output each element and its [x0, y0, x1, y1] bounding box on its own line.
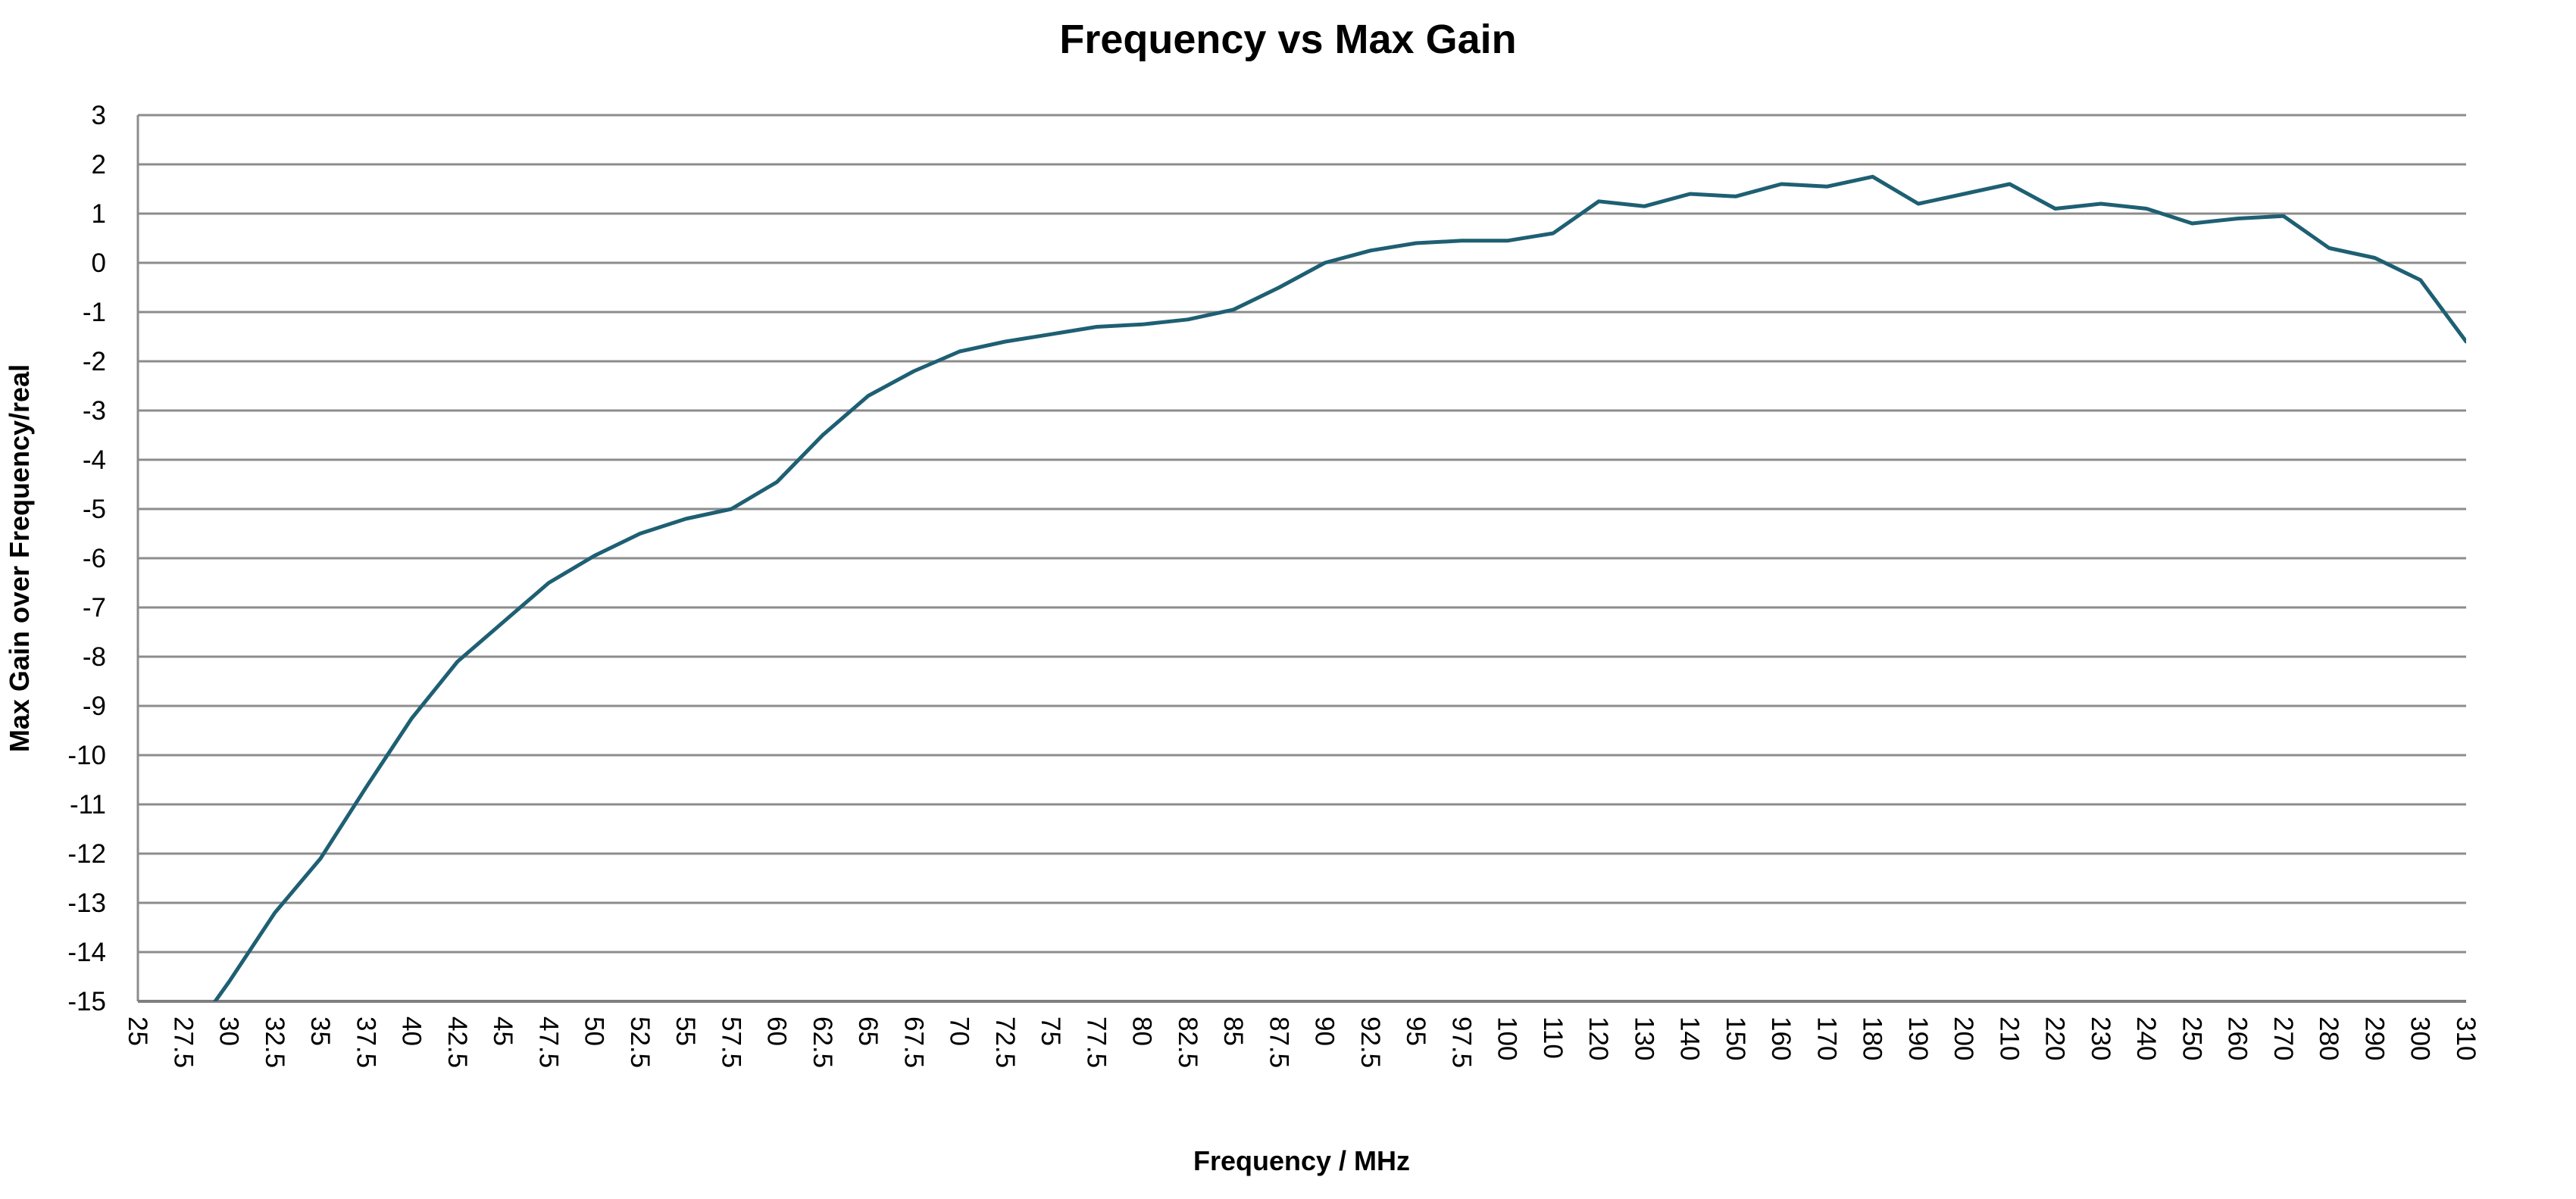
y-tick-label: 2 — [92, 150, 106, 180]
x-tick-label: 220 — [2040, 1016, 2070, 1060]
x-tick-label: 55 — [671, 1016, 700, 1046]
y-tick-label: -9 — [83, 692, 106, 721]
x-tick-label: 40 — [397, 1016, 427, 1046]
x-tick-label: 190 — [1903, 1016, 1933, 1060]
x-tick-label: 50 — [580, 1016, 609, 1046]
x-tick-label: 92.5 — [1355, 1016, 1385, 1068]
x-tick-label: 290 — [2360, 1016, 2390, 1060]
x-tick-label: 75 — [1036, 1016, 1065, 1046]
x-tick-label: 260 — [2223, 1016, 2252, 1060]
y-tick-label: -13 — [67, 888, 106, 918]
x-axis-title: Frequency / MHz — [1193, 1145, 1410, 1176]
y-tick-label: 1 — [92, 199, 106, 229]
x-tick-label: 170 — [1812, 1016, 1841, 1060]
x-tick-label: 35 — [305, 1016, 335, 1046]
x-tick-label: 27.5 — [168, 1016, 198, 1068]
x-tick-label: 95 — [1401, 1016, 1430, 1046]
x-tick-label: 32.5 — [260, 1016, 289, 1068]
y-tick-label: -15 — [67, 987, 106, 1016]
y-tick-label: 0 — [92, 248, 106, 278]
y-axis-title: Max Gain over Frequency/real — [4, 364, 35, 752]
x-tick-label: 25 — [123, 1016, 152, 1046]
data-line-series — [212, 174, 2466, 1001]
x-tick-label: 280 — [2314, 1016, 2343, 1060]
x-tick-label: 250 — [2177, 1016, 2207, 1060]
chart-title: Frequency vs Max Gain — [1059, 17, 1516, 62]
y-tick-label: -10 — [67, 741, 106, 770]
x-tick-label: 140 — [1675, 1016, 1705, 1060]
x-tick-label: 65 — [853, 1016, 883, 1046]
x-tick-label: 200 — [1949, 1016, 1978, 1060]
x-tick-label: 82.5 — [1173, 1016, 1202, 1068]
gridlines — [138, 114, 2466, 1003]
x-tick-label: 30 — [214, 1016, 244, 1046]
x-tick-label: 230 — [2086, 1016, 2115, 1060]
x-tick-label: 160 — [1766, 1016, 1796, 1060]
y-tick-label: -3 — [83, 396, 106, 426]
x-tick-label: 57.5 — [716, 1016, 746, 1068]
x-tick-label: 70 — [945, 1016, 974, 1046]
max-gain-line — [212, 174, 2466, 1001]
x-tick-label: 62.5 — [808, 1016, 837, 1068]
x-tick-label: 210 — [1995, 1016, 2024, 1060]
x-tick-label: 85 — [1218, 1016, 1248, 1046]
axis-lines — [136, 115, 2466, 1003]
x-tick-label: 80 — [1127, 1016, 1157, 1046]
y-tick-label: -14 — [67, 938, 106, 967]
x-tick-label: 52.5 — [625, 1016, 655, 1068]
x-tick-label: 300 — [2406, 1016, 2435, 1060]
y-tick-label: -8 — [83, 642, 106, 672]
x-tick-label: 240 — [2131, 1016, 2161, 1060]
x-tick-label: 67.5 — [899, 1016, 928, 1068]
x-tick-label: 45 — [488, 1016, 517, 1046]
x-tick-label: 130 — [1629, 1016, 1658, 1060]
x-tick-label: 110 — [1538, 1016, 1568, 1059]
y-tick-label: -12 — [67, 839, 106, 869]
x-tick-label: 37.5 — [351, 1016, 380, 1068]
y-tick-label: -7 — [83, 593, 106, 623]
x-tick-labels: 25 27.5 30 32.5 35 37.5 40 42.5 45 47.5 50 52.5 55 57… — [123, 1016, 2481, 1068]
x-tick-label: 100 — [1493, 1016, 1522, 1060]
x-tick-label: 77.5 — [1081, 1016, 1111, 1068]
x-tick-label: 47.5 — [533, 1016, 563, 1068]
x-tick-label: 90 — [1310, 1016, 1340, 1046]
x-tick-label: 42.5 — [442, 1016, 472, 1068]
x-tick-label: 150 — [1721, 1016, 1750, 1060]
x-tick-label: 270 — [2268, 1016, 2298, 1060]
x-tick-label: 97.5 — [1446, 1016, 1476, 1068]
y-tick-label: -2 — [83, 347, 106, 376]
y-tick-label: -6 — [83, 544, 106, 573]
y-tick-label: -4 — [83, 445, 106, 475]
x-tick-label: 180 — [1858, 1016, 1887, 1060]
y-tick-label: -5 — [83, 495, 106, 524]
y-tick-label: -1 — [83, 298, 106, 327]
x-tick-label: 120 — [1583, 1016, 1613, 1060]
y-tick-label: -11 — [70, 790, 106, 820]
x-tick-label: 72.5 — [990, 1016, 1020, 1068]
y-tick-labels: 3 2 1 0 -1 -2 -3 -4 -5 -6 -7 -8 -9 -10 -11 -12 -13 -14 -15 — [67, 101, 106, 1016]
y-tick-label: 3 — [92, 101, 106, 130]
x-tick-label: 60 — [762, 1016, 792, 1046]
x-tick-label: 310 — [2451, 1016, 2481, 1060]
x-tick-label: 87.5 — [1264, 1016, 1293, 1068]
